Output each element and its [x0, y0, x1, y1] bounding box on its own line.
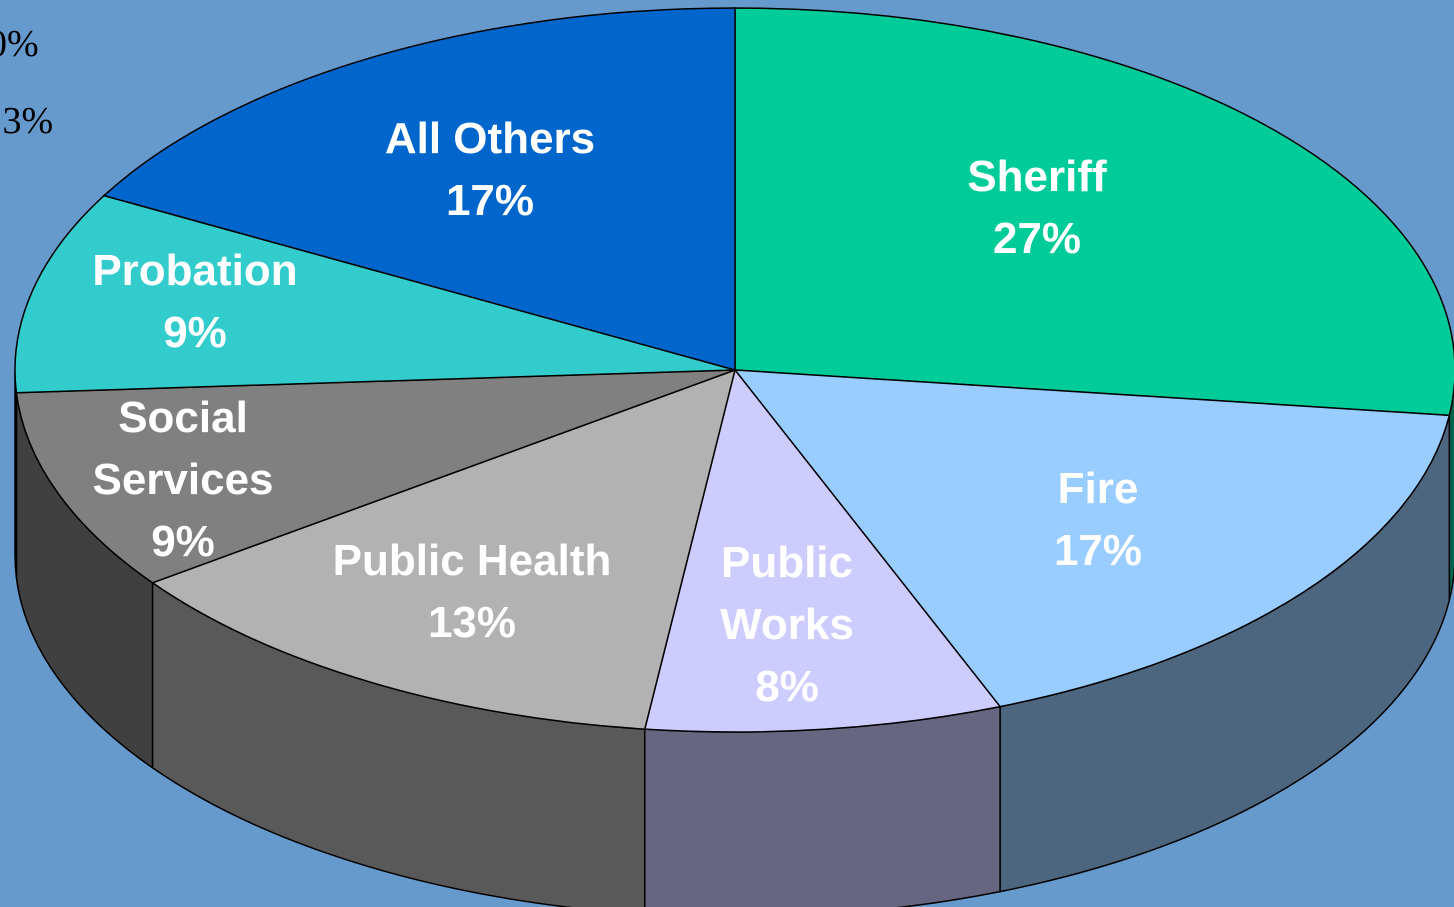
- slice-name: Sheriff: [967, 152, 1107, 201]
- annotation: 0%: [0, 23, 39, 65]
- tops: [14, 7, 1454, 733]
- slice: [643, 368, 1002, 733]
- slice: [102, 7, 736, 371]
- sides: [14, 369, 1454, 907]
- slice-name: All Others: [384, 114, 596, 163]
- slice-side: [14, 369, 18, 578]
- slice-label: Fire 17%: [898, 458, 1298, 582]
- slice-label: Public Works 8%: [702, 532, 872, 718]
- slice-label: Probation 9%: [0, 240, 395, 364]
- slice-value: 13%: [427, 598, 517, 647]
- slice-value: 9%: [163, 308, 227, 357]
- slice: [15, 369, 736, 584]
- slice: [14, 194, 736, 394]
- slice-label: All Others 17%: [290, 108, 690, 232]
- slice: [733, 369, 1451, 708]
- slice-name: Public Health: [332, 536, 612, 585]
- slice-value: 9%: [151, 517, 215, 566]
- slice-name: Social Services: [92, 393, 274, 504]
- slice-side: [644, 705, 1001, 907]
- slice-label: Social Services 9%: [73, 387, 293, 573]
- slice-name: Public Works: [720, 538, 854, 649]
- slice-label: Sheriff 27%: [837, 146, 1237, 270]
- slice-value: 17%: [445, 176, 535, 225]
- slice-name: Probation: [92, 246, 298, 295]
- slice: [734, 7, 1454, 417]
- slice-value: 27%: [992, 214, 1082, 263]
- slice-name: Fire: [1057, 464, 1139, 513]
- slice-value: 8%: [755, 662, 819, 711]
- annotation: 4.3%: [0, 100, 53, 142]
- slice-value: 17%: [1053, 526, 1143, 575]
- slice: [150, 368, 737, 730]
- slice-label: Public Health 13%: [272, 530, 672, 654]
